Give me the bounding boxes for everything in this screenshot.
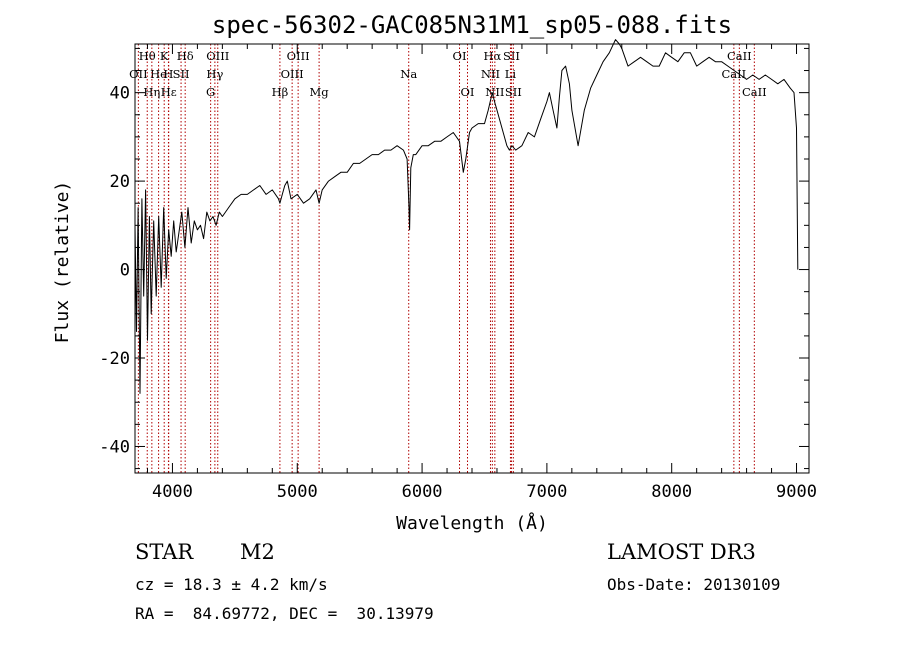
x-tick-label: 7000	[526, 482, 567, 502]
flux-series-line	[134, 39, 799, 394]
y-tick-label: 40	[110, 84, 130, 104]
flux-series-group	[134, 39, 799, 394]
spectral-line-label: Hγ	[206, 67, 223, 81]
spectral-line-label: Hε	[161, 85, 177, 99]
spectral-line-label: Na	[400, 67, 417, 81]
x-tick-label: 8000	[651, 482, 692, 502]
spectral-line-label: He	[150, 67, 167, 81]
object-class: STAR	[135, 540, 194, 564]
x-tick-label: 5000	[277, 482, 318, 502]
spectral-line-label: SII	[173, 67, 190, 81]
spectral-line-label: G	[206, 85, 215, 99]
spectral-line-label: Li	[505, 67, 517, 81]
chart-title: spec-56302-GAC085N31M1_sp05-088.fits	[212, 11, 732, 39]
y-axis-label: Flux (relative)	[52, 181, 73, 344]
spectral-line-label: CaII	[727, 49, 752, 63]
survey-name: LAMOST DR3	[607, 540, 756, 564]
spectral-line-label: CaII	[721, 67, 746, 81]
x-axis-label: Wavelength (Å)	[396, 512, 548, 534]
spectral-line-label: SII	[503, 49, 520, 63]
spectral-line-label: OIII	[281, 67, 304, 81]
axis-ticks: 4000 5000 6000 7000 8000 9000 -40 -20 0 20 40	[99, 44, 817, 502]
x-tick-label: 9000	[776, 482, 817, 502]
spectral-line-label: SII	[505, 85, 522, 99]
y-tick-label: 20	[110, 172, 130, 192]
spectral-line-label: NII	[485, 85, 504, 99]
spectral-line-label: NII	[481, 67, 500, 81]
spectral-line-label: Hδ	[177, 49, 194, 63]
object-subclass: M2	[240, 540, 275, 564]
y-tick-label: -20	[99, 349, 130, 369]
spectral-line-label: OI	[453, 49, 467, 63]
spectral-line-label: OIII	[206, 49, 229, 63]
spectral-line-label: OI	[461, 85, 475, 99]
spectral-line-label: Hθ	[139, 49, 156, 63]
spectral-line-label: Mg	[310, 85, 330, 99]
y-tick-label: 0	[120, 261, 130, 281]
redshift-cz: cz = 18.3 ± 4.2 km/s	[135, 575, 328, 594]
spectral-line-label: K	[160, 49, 169, 63]
spectral-line-label: Hβ	[272, 85, 289, 99]
coordinates: RA = 84.69772, DEC = 30.13979	[135, 604, 434, 623]
spectral-line-label: OIII	[287, 49, 310, 63]
spectral-line-label: H	[163, 67, 173, 81]
spectral-line-label: CaII	[742, 85, 767, 99]
x-tick-label: 6000	[402, 482, 443, 502]
y-tick-label: -40	[99, 437, 130, 457]
observation-date: Obs-Date: 20130109	[607, 575, 781, 594]
spectral-line-label: Hα	[483, 49, 501, 63]
spectral-line-label: Hη	[143, 85, 160, 99]
x-tick-label: 4000	[152, 482, 193, 502]
plot-frame	[134, 43, 810, 474]
spectral-line-label: OII	[129, 67, 148, 81]
